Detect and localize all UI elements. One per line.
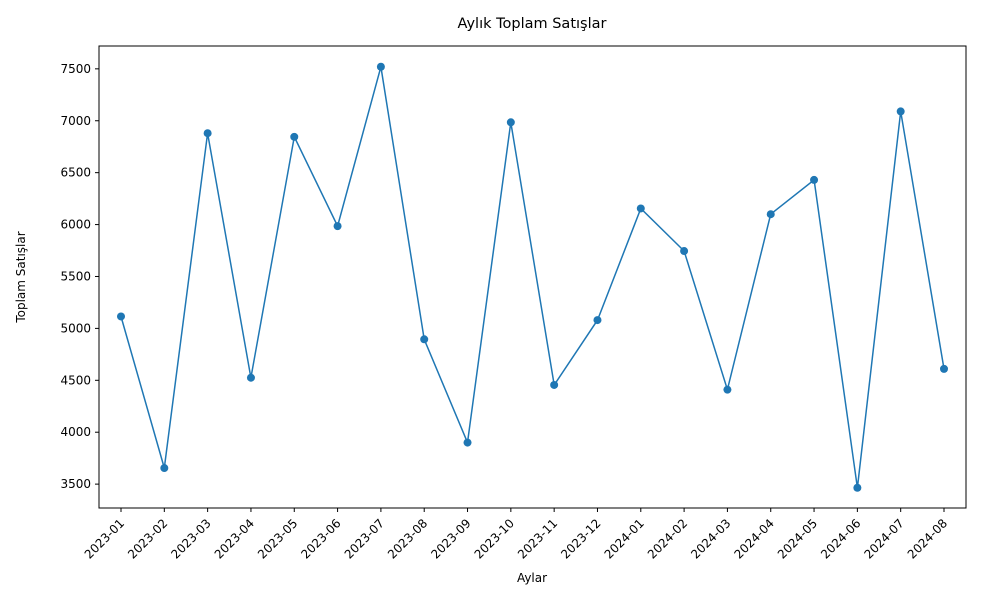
x-tick-label: 2024-05 (775, 516, 820, 561)
x-tick-label: 2023-04 (212, 516, 257, 561)
x-tick-label: 2024-07 (861, 516, 906, 561)
series-layer (117, 62, 948, 492)
data-point (810, 175, 819, 184)
data-point (246, 373, 255, 382)
data-point (506, 118, 515, 127)
data-point (766, 210, 775, 219)
y-tick-label: 5500 (60, 269, 91, 283)
y-tick-label: 4500 (60, 373, 91, 387)
x-tick-label: 2023-01 (82, 516, 127, 561)
x-tick-label: 2023-05 (255, 516, 300, 561)
x-tick-label: 2023-02 (125, 516, 170, 561)
x-axis: 2023-012023-022023-032023-042023-052023-… (82, 508, 950, 562)
x-tick-label: 2024-01 (602, 516, 647, 561)
data-point (376, 62, 385, 71)
y-tick-label: 6500 (60, 166, 91, 180)
data-point (290, 132, 299, 141)
y-tick-label: 5000 (60, 321, 91, 335)
data-point (680, 247, 689, 256)
data-point (896, 107, 905, 116)
data-point (160, 464, 169, 473)
x-tick-label: 2023-12 (558, 516, 603, 561)
x-tick-label: 2023-07 (342, 516, 387, 561)
data-point (940, 364, 948, 373)
data-point (117, 312, 125, 321)
chart-title: Aylık Toplam Satışlar (458, 16, 607, 32)
x-tick-label: 2023-10 (472, 516, 517, 561)
y-axis: 3500 4000 4500 5000 5500 6000 6500 7000 7500 (60, 62, 99, 491)
x-tick-label: 2024-06 (818, 516, 863, 561)
x-tick-label: 2024-02 (645, 516, 690, 561)
data-point (636, 204, 645, 213)
y-tick-label: 7500 (60, 62, 91, 76)
y-tick-label: 6000 (60, 218, 91, 232)
x-tick-label: 2023-09 (428, 516, 473, 561)
plot-area-frame (98, 45, 967, 509)
y-tick-label: 4000 (60, 425, 91, 439)
data-point (203, 129, 212, 138)
data-point (463, 438, 472, 447)
y-axis-label: Toplam Satışlar (14, 231, 28, 323)
x-tick-label: 2023-03 (168, 516, 213, 561)
x-tick-label: 2023-06 (298, 516, 343, 561)
data-point (593, 316, 602, 325)
y-tick-label: 7000 (60, 114, 91, 128)
series-line (120, 66, 945, 488)
data-point (333, 222, 342, 231)
x-tick-label: 2024-03 (688, 516, 733, 561)
data-point (420, 335, 429, 344)
x-axis-label: Aylar (517, 571, 547, 585)
data-point (853, 483, 862, 492)
x-tick-label: 2023-08 (385, 516, 430, 561)
x-tick-label: 2024-04 (732, 516, 777, 561)
data-point (550, 380, 559, 389)
x-tick-label: 2023-11 (515, 516, 560, 561)
y-tick-label: 3500 (60, 477, 91, 491)
x-tick-label: 2024-08 (905, 516, 950, 561)
data-point (723, 385, 732, 394)
